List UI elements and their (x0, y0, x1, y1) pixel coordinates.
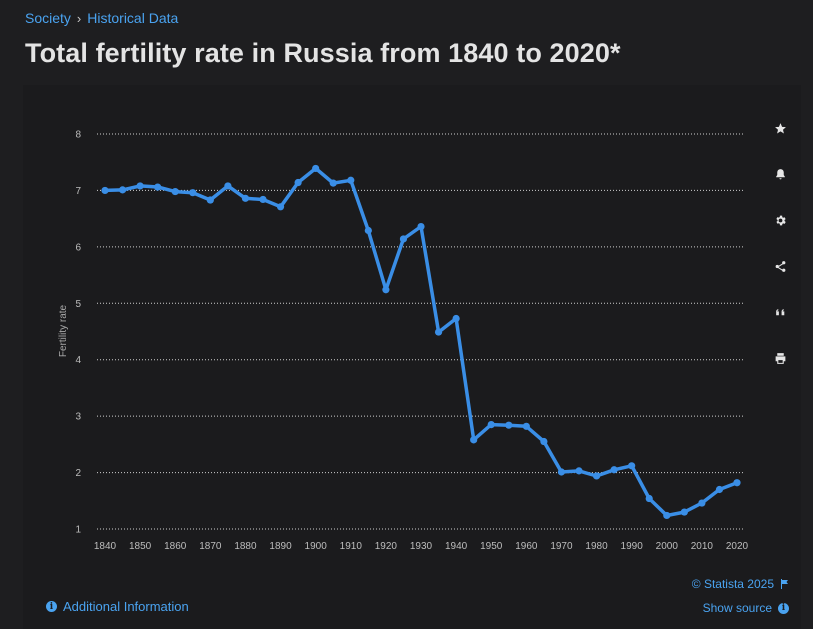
info-icon: i (46, 601, 57, 612)
x-tick-label: 2010 (691, 541, 714, 552)
data-point-1915[interactable] (364, 226, 372, 235)
gear-icon (775, 215, 786, 225)
x-tick-label: 1840 (94, 541, 117, 552)
x-tick-label: 1950 (480, 541, 503, 552)
data-points (101, 164, 741, 520)
data-point-1970[interactable] (557, 468, 566, 476)
chart-toolbar (758, 105, 802, 381)
data-point-1880[interactable] (241, 194, 250, 202)
data-point-1945[interactable] (470, 436, 478, 444)
flag-icon (781, 579, 788, 589)
data-point-1930[interactable] (417, 222, 425, 231)
data-point-1980[interactable] (592, 472, 601, 480)
data-point-1990[interactable] (628, 462, 636, 470)
breadcrumb-separator: › (76, 10, 82, 26)
info-icon: i (778, 602, 789, 614)
x-tick-label: 1880 (234, 541, 257, 552)
print-button[interactable] (758, 335, 802, 381)
data-point-1850[interactable] (136, 182, 144, 190)
x-tick-label: 1870 (199, 541, 222, 552)
x-tick-label: 1900 (305, 541, 328, 552)
settings-button[interactable] (758, 197, 802, 243)
data-point-2020[interactable] (733, 479, 741, 487)
data-point-1895[interactable] (294, 178, 302, 187)
data-point-1890[interactable] (276, 203, 285, 211)
bell-icon (775, 168, 785, 179)
data-point-2005[interactable] (680, 508, 688, 516)
data-point-1955[interactable] (505, 421, 513, 429)
notification-button[interactable] (758, 151, 802, 197)
y-tick-label: 5 (75, 299, 81, 310)
data-point-1975[interactable] (575, 467, 583, 475)
statista-copyright[interactable]: © Statista 2025 (692, 577, 789, 591)
y-tick-label: 7 (75, 186, 81, 197)
x-tick-labels: 1840 1850 1860 1870 1880 1890 1900 1910 1920 1930… (94, 541, 749, 552)
x-tick-label: 1940 (445, 541, 468, 552)
data-point-1885[interactable] (259, 195, 267, 204)
share-icon (775, 260, 785, 272)
share-button[interactable] (758, 243, 802, 289)
x-tick-label: 1960 (515, 541, 538, 552)
data-point-1910[interactable] (347, 176, 355, 184)
copyright-label: © Statista 2025 (691, 577, 774, 591)
data-point-1840[interactable] (101, 186, 109, 195)
x-tick-label: 2020 (726, 541, 749, 552)
show-source-link[interactable]: Show source i (703, 601, 789, 615)
data-point-1900[interactable] (312, 164, 320, 173)
x-tick-label: 2000 (656, 541, 679, 552)
data-point-1995[interactable] (645, 494, 653, 503)
data-point-1940[interactable] (452, 314, 460, 323)
data-point-1965[interactable] (540, 437, 548, 446)
breadcrumb-society-link[interactable]: Society (25, 10, 71, 26)
quote-icon (775, 308, 784, 315)
data-point-1925[interactable] (399, 235, 408, 243)
y-tick-label: 1 (75, 525, 81, 536)
data-point-1855[interactable] (154, 183, 162, 191)
data-point-1920[interactable] (382, 286, 390, 294)
y-tick-labels: 1 2 3 4 5 6 7 8 (75, 130, 81, 536)
y-tick-label: 3 (75, 412, 81, 423)
series-line (104, 166, 738, 518)
data-point-1935[interactable] (434, 328, 443, 336)
data-point-1860[interactable] (171, 187, 179, 196)
x-tick-label: 1910 (340, 541, 363, 552)
chart-panel (23, 85, 801, 629)
print-icon (775, 352, 785, 364)
y-tick-label: 4 (75, 355, 81, 366)
additional-information-label: Additional Information (63, 599, 189, 614)
cite-button[interactable] (758, 289, 802, 335)
data-point-2000[interactable] (663, 511, 671, 520)
data-point-1845[interactable] (118, 186, 127, 194)
data-point-1950[interactable] (487, 421, 495, 429)
additional-information-link[interactable]: i Additional Information (46, 599, 189, 614)
x-tick-label: 1860 (164, 541, 187, 552)
favorite-button[interactable] (758, 105, 802, 151)
y-tick-label: 8 (75, 130, 81, 141)
data-point-1865[interactable] (189, 189, 197, 197)
breadcrumb-historical-data-link[interactable]: Historical Data (87, 10, 179, 26)
x-tick-label: 1930 (410, 541, 433, 552)
x-tick-label: 1990 (621, 541, 644, 552)
x-tick-label: 1980 (585, 541, 608, 552)
data-point-1960[interactable] (522, 422, 530, 430)
x-tick-label: 1850 (129, 541, 152, 552)
y-tick-label: 6 (75, 242, 81, 253)
y-tick-label: 2 (75, 468, 81, 479)
data-point-2010[interactable] (698, 499, 706, 507)
x-tick-label: 1890 (269, 541, 292, 552)
data-point-1905[interactable] (329, 179, 337, 187)
page-title: Total fertility rate in Russia from 1840… (25, 38, 621, 68)
data-point-1985[interactable] (610, 466, 618, 474)
show-source-label: Show source (702, 601, 772, 615)
x-tick-label: 1970 (550, 541, 573, 552)
data-point-1875[interactable] (224, 182, 232, 190)
data-point-2015[interactable] (715, 485, 724, 494)
star-icon (774, 122, 786, 133)
breadcrumb: Society › Historical Data (25, 10, 178, 26)
y-axis-label: Fertility rate (58, 304, 69, 357)
data-point-1870[interactable] (206, 196, 214, 204)
x-tick-label: 1920 (375, 541, 398, 552)
